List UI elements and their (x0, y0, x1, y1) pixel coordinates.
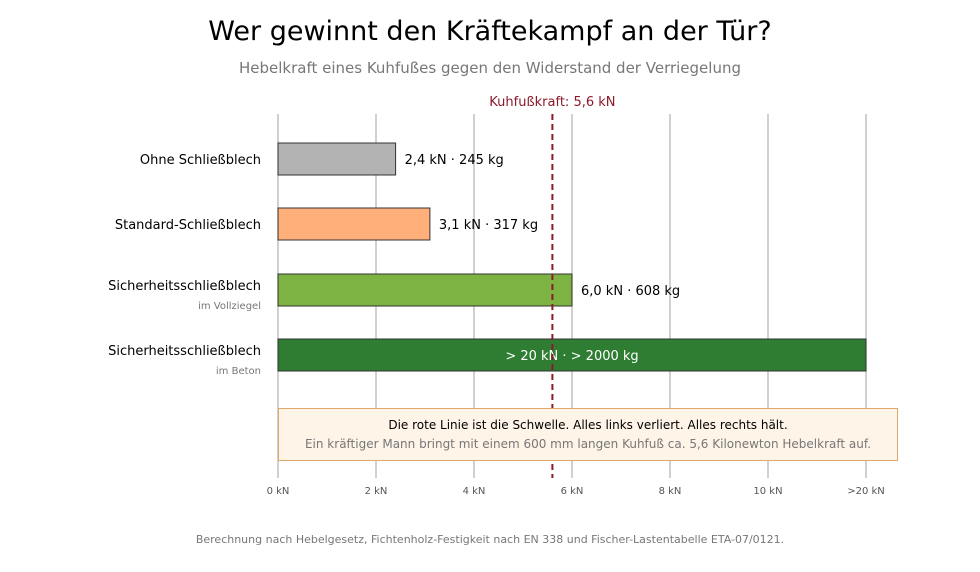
category-label-1: Standard-Schließblech (115, 218, 261, 233)
category-sublabel-2: im Vollziegel (198, 301, 261, 312)
category-label-3: Sicherheitsschließblech (108, 344, 261, 359)
x-tick-label-5: 10 kN (753, 486, 782, 497)
chart-title: Wer gewinnt den Kräftekampf an der Tür? (208, 16, 772, 47)
x-tick-label-3: 6 kN (561, 486, 584, 497)
source-footnote: Berechnung nach Hebelgesetz, Fichtenholz… (195, 533, 785, 546)
value-label-2: 6,0 kN · 608 kg (581, 284, 680, 299)
bar-0 (277, 142, 397, 176)
value-label-3: > 20 kN · > 2000 kg (505, 349, 638, 364)
value-label-1: 3,1 kN · 317 kg (439, 218, 538, 233)
threshold-note-box: Die rote Linie ist die Schwelle. Alles l… (278, 408, 898, 461)
x-tick-label-2: 4 kN (463, 486, 486, 497)
threshold-label: Kuhfußkraft: 5,6 kN (489, 95, 615, 110)
bar-1 (277, 207, 431, 241)
x-tick-label-0: 0 kN (267, 486, 290, 497)
category-sublabel-3: im Beton (216, 366, 261, 377)
bar-3 (277, 338, 867, 372)
chart-subtitle: Hebelkraft eines Kuhfußes gegen den Wide… (238, 59, 741, 77)
category-label-2: Sicherheitsschließblech (108, 279, 261, 294)
value-label-0: 2,4 kN · 245 kg (405, 153, 504, 168)
x-tick-label-1: 2 kN (365, 486, 388, 497)
bar-2 (277, 273, 573, 307)
x-tick-label-6: >20 kN (847, 486, 885, 497)
category-label-0: Ohne Schließblech (140, 153, 261, 168)
note-line-1: Die rote Linie ist die Schwelle. Alles l… (388, 418, 788, 432)
note-line-2: Ein kräftiger Mann bringt mit einem 600 … (304, 437, 872, 451)
x-tick-label-4: 8 kN (659, 486, 682, 497)
